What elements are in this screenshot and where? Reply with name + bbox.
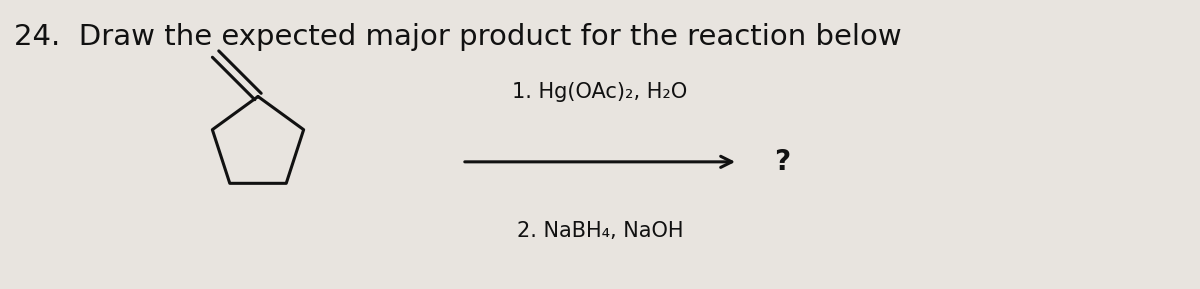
Text: 2. NaBH₄, NaOH: 2. NaBH₄, NaOH xyxy=(517,221,683,241)
Text: ?: ? xyxy=(774,148,790,176)
Text: 1. Hg(OAc)₂, H₂O: 1. Hg(OAc)₂, H₂O xyxy=(512,82,688,103)
Text: 24.  Draw the expected major product for the reaction below: 24. Draw the expected major product for … xyxy=(14,23,902,51)
